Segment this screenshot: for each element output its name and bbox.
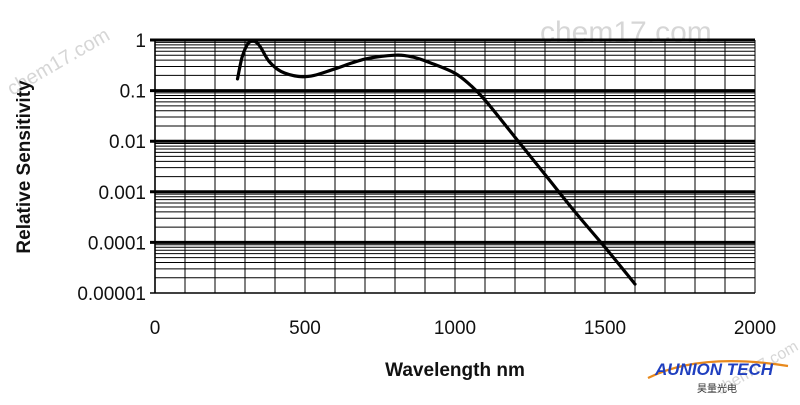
x-tick-label: 0 xyxy=(150,318,161,339)
y-tick-label: 0.1 xyxy=(120,82,146,103)
logo-name: AUNION TECH xyxy=(654,360,774,379)
x-tick-label: 500 xyxy=(289,318,321,339)
x-tick-label: 1500 xyxy=(584,318,626,339)
aunion-tech-logo: AUNION TECH 昊量光电 xyxy=(647,360,789,395)
logo-swoosh xyxy=(647,360,789,379)
y-tick-label: 0.001 xyxy=(98,183,146,204)
x-tick-label: 2000 xyxy=(734,318,776,339)
x-tick-label: 1000 xyxy=(434,318,476,339)
y-axis-title: Relative Sensitivity xyxy=(14,80,35,254)
y-tick-label: 1 xyxy=(135,31,146,52)
y-tick-label: 0.00001 xyxy=(77,284,146,305)
watermark-top: chem17.com xyxy=(540,16,712,49)
x-axis-title: Wavelength nm xyxy=(385,360,525,381)
sensitivity-curve xyxy=(235,39,637,286)
logo-subtitle: 昊量光电 xyxy=(697,382,737,395)
y-tick-label: 0.01 xyxy=(109,132,146,153)
y-tick-label: 0.0001 xyxy=(88,233,146,254)
plot-grid xyxy=(150,38,756,294)
